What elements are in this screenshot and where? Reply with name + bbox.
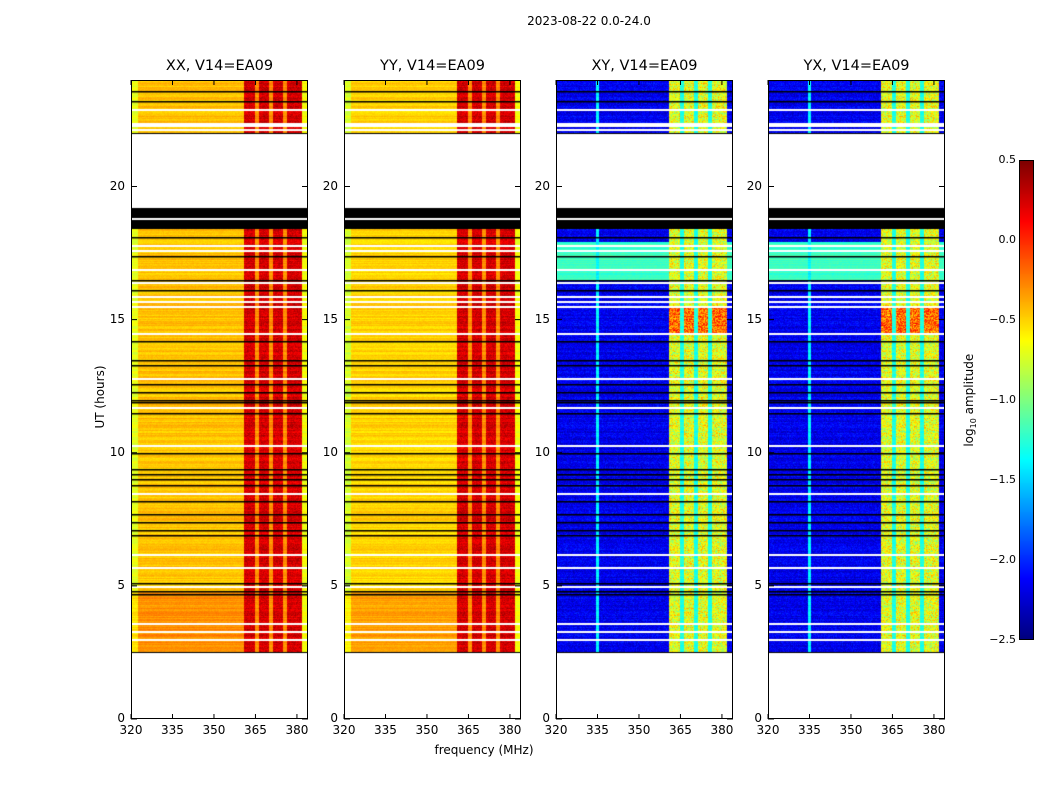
colorbar-tick-label: −0.5 — [989, 313, 1016, 326]
axes-frame — [343, 80, 521, 720]
y-tick-label: 0 — [330, 711, 338, 725]
panel-title: YY, V14=EA09 — [380, 58, 485, 74]
y-tick-label: 15 — [109, 311, 125, 326]
y-tick-label: 20 — [109, 178, 125, 193]
heatmap — [768, 80, 945, 719]
y-tick-label: 15 — [534, 311, 550, 326]
axes-frame — [130, 80, 308, 720]
panel-title: XX, V14=EA09 — [165, 58, 274, 74]
y-tick-label: 10 — [746, 444, 762, 459]
x-tick-label: 350 — [202, 723, 226, 737]
y-tick-label: 5 — [330, 577, 338, 592]
y-tick-label: 20 — [746, 178, 762, 193]
colorbar-tick-label: −1.0 — [989, 393, 1016, 406]
y-tick-label: 0 — [754, 711, 762, 725]
y-tick-label: 10 — [534, 444, 550, 459]
x-tick-label: 350 — [839, 723, 863, 737]
y-tick-label: 15 — [322, 311, 338, 326]
x-tick-label: 335 — [798, 723, 821, 737]
colorbar-tick-label: 0.5 — [998, 153, 1017, 166]
axes-frame — [767, 80, 945, 720]
y-tick-label: 5 — [117, 577, 125, 592]
x-tick-label: 320 — [119, 723, 143, 737]
panel-title: XY, V14=EA09 — [591, 58, 698, 74]
x-tick-label: 380 — [498, 723, 522, 737]
panel-xx: XX, V14=EA09 320 335 350 365 380 0 5 10 15 20 — [110, 58, 309, 737]
x-tick-label: 365 — [244, 723, 267, 737]
panel-xy: XY, V14=EA09 320 335 350 365 380 0 5 10 15 20 — [535, 58, 734, 737]
colorbar-tick-label: 0.0 — [998, 233, 1017, 246]
x-tick-label: 335 — [586, 723, 609, 737]
panel-yx: YX, V14=EA09 320 335 350 365 380 0 5 10 15 20 — [747, 58, 946, 737]
x-tick-label: 380 — [710, 723, 734, 737]
y-tick-label: 10 — [322, 444, 338, 459]
x-tick-label: 335 — [161, 723, 184, 737]
heatmap — [556, 80, 733, 719]
x-tick-label: 380 — [922, 723, 946, 737]
panel-title: YX, V14=EA09 — [803, 58, 910, 74]
y-tick-label: 5 — [542, 577, 550, 592]
axes-frame — [555, 80, 733, 720]
heatmap — [344, 80, 521, 719]
x-tick-label: 380 — [285, 723, 309, 737]
x-tick-label: 320 — [756, 723, 780, 737]
y-tick-label: 0 — [117, 711, 125, 725]
x-tick-label: 365 — [457, 723, 480, 737]
y-tick-label: 10 — [109, 444, 125, 459]
panel-yy: YY, V14=EA09 320 335 350 365 380 0 5 10 15 20 — [323, 58, 522, 737]
x-axis-label: frequency (MHz) — [434, 743, 534, 757]
x-tick-label: 350 — [415, 723, 439, 737]
heatmap — [131, 80, 308, 719]
x-tick-label: 350 — [627, 723, 651, 737]
figure-title: 2023-08-22 0.0-24.0 — [527, 14, 651, 28]
x-tick-label: 365 — [669, 723, 692, 737]
y-tick-label: 20 — [322, 178, 338, 193]
x-tick-label: 335 — [374, 723, 397, 737]
x-tick-label: 365 — [881, 723, 904, 737]
x-tick-label: 320 — [332, 723, 356, 737]
y-tick-label: 15 — [746, 311, 762, 326]
colorbar-tick-label: −2.0 — [989, 553, 1016, 566]
y-tick-label: 0 — [542, 711, 550, 725]
y-axis-label: UT (hours) — [93, 365, 107, 429]
colorbar — [1019, 160, 1034, 640]
y-tick-label: 20 — [534, 178, 550, 193]
colorbar-tick-label: −1.5 — [989, 473, 1016, 486]
y-tick-label: 5 — [754, 577, 762, 592]
x-tick-label: 320 — [544, 723, 568, 737]
colorbar-label: log10 amplitude — [961, 353, 979, 447]
colorbar-tick-label: −2.5 — [989, 633, 1016, 646]
